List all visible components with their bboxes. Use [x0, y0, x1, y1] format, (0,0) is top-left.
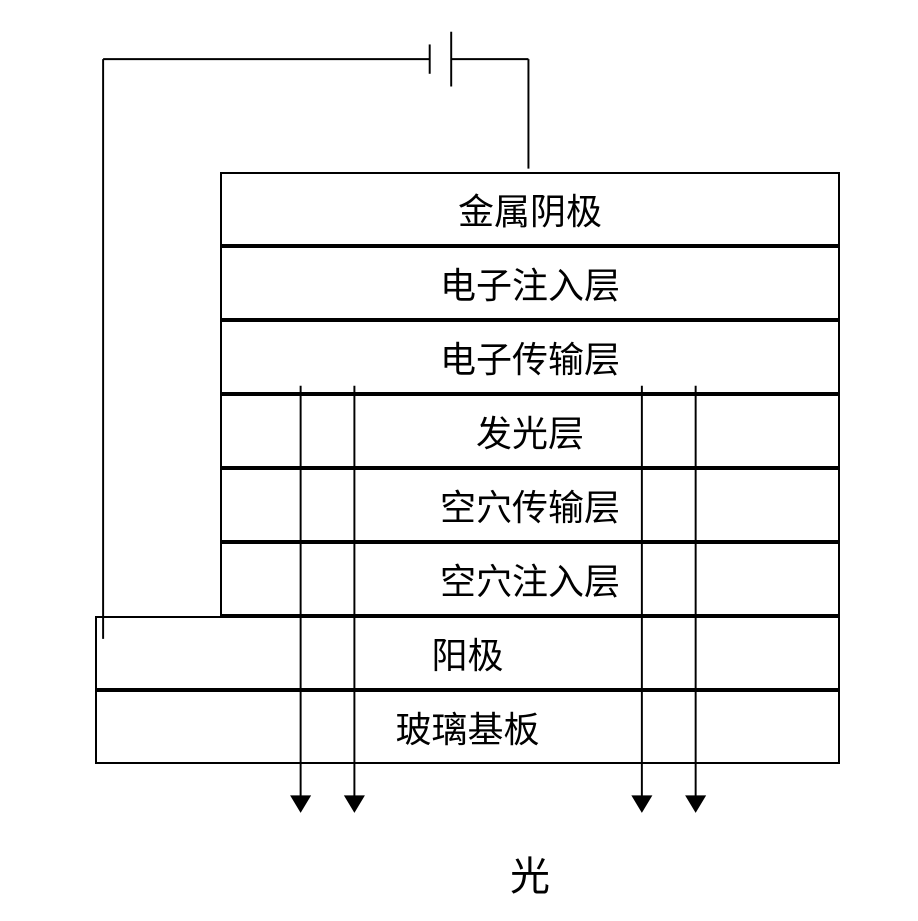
layer-box: 金属阴极	[220, 172, 840, 246]
layer-label: 阳极	[431, 627, 503, 679]
layer-label: 电子传输层	[440, 331, 620, 383]
layer-label: 发光层	[476, 405, 584, 457]
layer-box: 电子注入层	[220, 246, 840, 320]
layer-box: 电子传输层	[220, 320, 840, 394]
layer-label: 电子注入层	[440, 257, 620, 309]
layer-label: 空穴注入层	[440, 553, 620, 605]
light-label: 光	[510, 844, 550, 902]
layer-box: 发光层	[220, 394, 840, 468]
layer-box: 空穴传输层	[220, 468, 840, 542]
oled-diagram: 金属阴极电子注入层电子传输层发光层空穴传输层空穴注入层 阳极玻璃基板 光	[40, 20, 880, 900]
layer-label: 空穴传输层	[440, 479, 620, 531]
layer-box: 阳极	[95, 616, 840, 690]
layer-label: 玻璃基板	[395, 701, 539, 753]
layer-box: 玻璃基板	[95, 690, 840, 764]
layer-box: 空穴注入层	[220, 542, 840, 616]
layer-label: 金属阴极	[458, 183, 602, 235]
